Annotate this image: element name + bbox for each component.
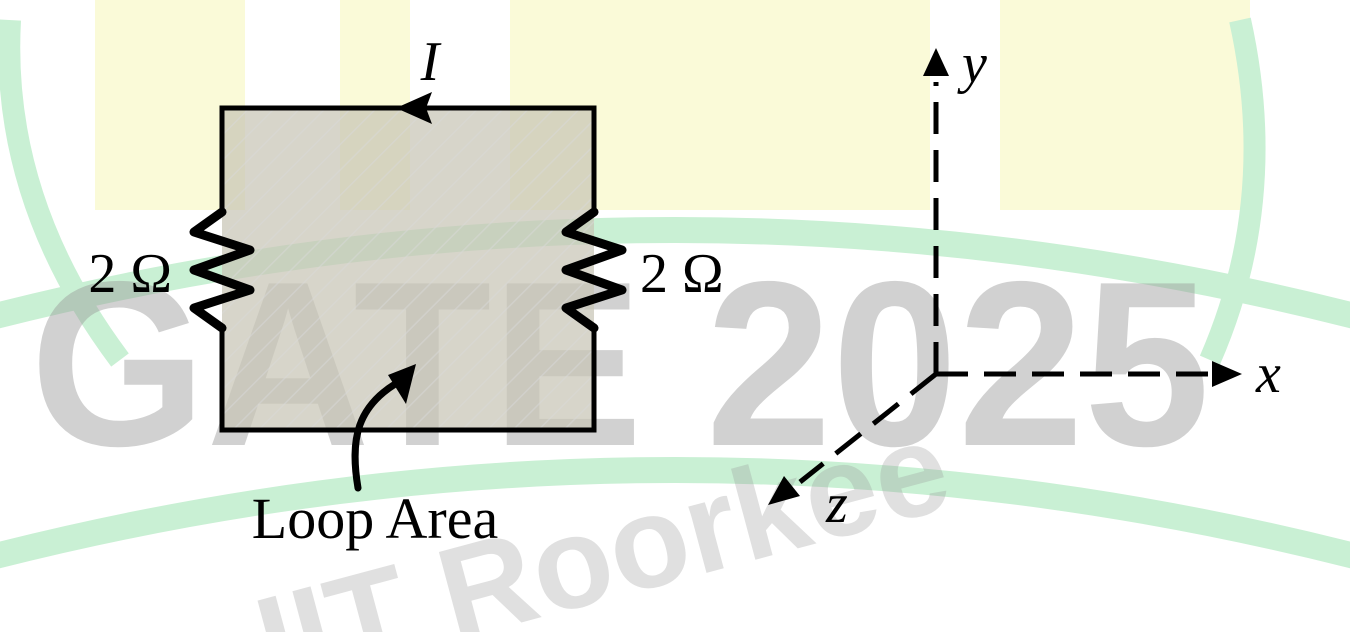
y-axis-arrowhead-icon <box>923 48 949 76</box>
loop-area-pointer <box>351 376 406 492</box>
watermark-arc-upper <box>0 217 1350 329</box>
right-resistor <box>561 207 627 333</box>
current-arrow-icon <box>396 92 432 124</box>
y-axis-label: y <box>957 33 987 95</box>
bottom-wire <box>219 328 597 433</box>
circuit: I 2 Ω 2 Ω Loop Area <box>88 31 723 551</box>
loop-area-label: Loop Area <box>252 486 498 551</box>
left-resistor <box>189 207 255 333</box>
watermark-side-stroke <box>0 19 129 367</box>
z-axis-arrowhead-icon <box>768 476 800 505</box>
right-resistor-label: 2 Ω <box>640 243 724 305</box>
x-axis-label: x <box>1255 343 1281 405</box>
loop-area-pointer-arrowhead-icon <box>388 364 416 404</box>
x-axis-arrowhead-icon <box>1212 361 1242 387</box>
watermark-yellow-block <box>1000 0 1250 210</box>
watermark-side-stroke <box>1199 17 1266 365</box>
z-axis-line <box>798 372 938 484</box>
coordinate-axes: y x z <box>768 33 1281 535</box>
current-label: I <box>420 31 442 93</box>
left-resistor-label: 2 Ω <box>88 243 172 305</box>
z-axis-label: z <box>825 473 848 535</box>
watermark-arc-lower <box>0 457 1350 569</box>
